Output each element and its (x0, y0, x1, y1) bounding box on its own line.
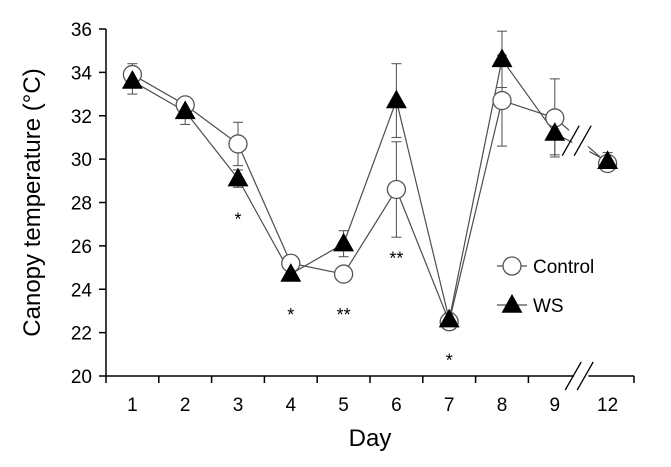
x-tick-label: 2 (180, 395, 191, 416)
significance-mark: * (287, 305, 294, 325)
line-break-mark (561, 122, 592, 161)
y-tick-label: 28 (71, 194, 92, 215)
data-point-control (492, 90, 512, 111)
x-axis-break-mark (564, 357, 594, 396)
data-point-ws (121, 70, 143, 89)
x-tick-label: 4 (286, 395, 297, 416)
y-tick-label: 36 (71, 20, 92, 41)
data-point-ws (280, 263, 302, 282)
data-point-ws (438, 308, 460, 328)
data-point-ws (597, 150, 619, 169)
y-tick-label: 24 (71, 280, 93, 301)
x-tick-label: 7 (444, 395, 455, 416)
significance-mark: ** (337, 305, 351, 325)
x-tick-label: 1 (127, 395, 138, 416)
data-point-control (386, 179, 407, 200)
y-tick-label: 22 (71, 324, 92, 345)
x-axis-title: Day (349, 425, 392, 452)
y-tick-label: 26 (71, 237, 92, 258)
data-point-control (333, 264, 354, 284)
legend-marker-control (502, 256, 522, 276)
data-point-ws (491, 48, 513, 68)
significance-mark: * (234, 210, 241, 230)
x-tick-label: 5 (338, 395, 349, 416)
y-axis-title: Canopy temperature (°C) (19, 68, 46, 336)
legend: Control WS (497, 256, 594, 317)
series-lines (132, 57, 608, 324)
x-tick-label: 9 (550, 395, 561, 416)
data-point-ws (333, 232, 355, 252)
significance-mark: ** (389, 249, 403, 269)
data-point-control (228, 134, 248, 154)
x-tick-label: 8 (497, 395, 508, 416)
y-tick-label: 32 (71, 107, 92, 128)
x-tick-label: 3 (233, 395, 244, 416)
significance-mark: * (446, 350, 453, 370)
legend-item-control: Control (497, 256, 594, 278)
legend-label: Control (533, 257, 594, 278)
y-tick-label: 34 (71, 63, 93, 84)
data-point-ws (174, 100, 196, 120)
data-point-ws (227, 167, 249, 187)
y-tick-label: 20 (71, 367, 92, 388)
legend-label: WS (533, 296, 564, 317)
x-tick-label: 6 (391, 395, 402, 416)
legend-item-ws: WS (497, 294, 564, 317)
legend-marker-ws (501, 294, 523, 313)
error-bars (127, 30, 613, 329)
y-tick-label: 30 (71, 150, 92, 171)
significance-annotations: ** ***** (234, 210, 452, 371)
x-tick-label: 12 (597, 395, 618, 416)
series-markers (121, 48, 619, 332)
data-point-ws (385, 89, 407, 109)
data-point-ws (544, 122, 566, 141)
